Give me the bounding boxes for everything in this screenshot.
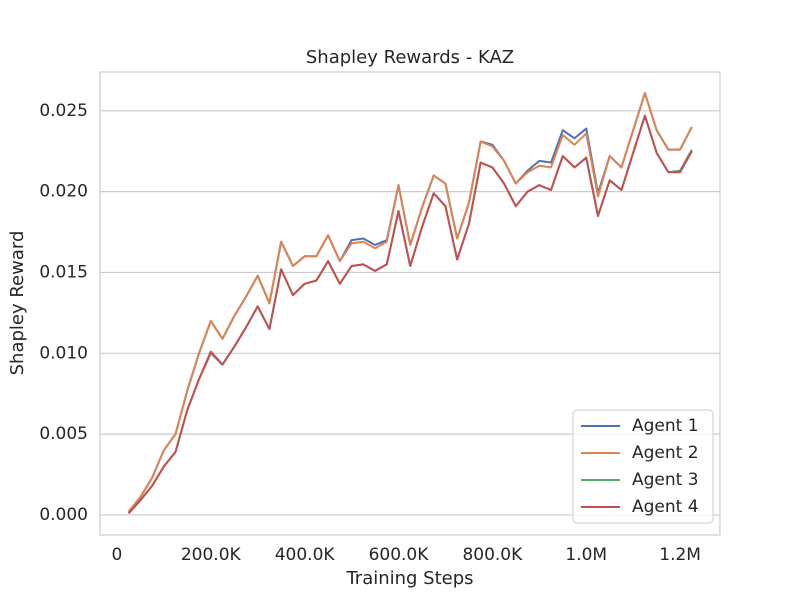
y-tick-label: 0.010 bbox=[39, 343, 88, 363]
legend-label: Agent 4 bbox=[632, 497, 699, 517]
y-tick-label: 0.000 bbox=[39, 505, 88, 525]
y-tick-label: 0.005 bbox=[39, 424, 88, 444]
x-tick-label: 200.0K bbox=[181, 545, 242, 565]
y-axis-label: Shapley Reward bbox=[7, 231, 28, 376]
legend-label: Agent 3 bbox=[632, 470, 699, 490]
legend-label: Agent 2 bbox=[632, 443, 699, 463]
x-tick-label: 800.0K bbox=[462, 545, 523, 565]
series-line bbox=[127, 114, 693, 515]
x-tick-label: 1.0M bbox=[565, 545, 607, 565]
x-tick-label: 400.0K bbox=[275, 545, 336, 565]
x-axis-label: Training Steps bbox=[345, 568, 473, 589]
legend-label: Agent 1 bbox=[632, 416, 699, 436]
x-tick-label: 600.0K bbox=[369, 545, 430, 565]
y-tick-label: 0.025 bbox=[39, 101, 88, 121]
y-tick-label: 0.020 bbox=[39, 182, 88, 202]
y-tick-label: 0.015 bbox=[39, 262, 88, 282]
x-tick-label: 1.2M bbox=[659, 545, 701, 565]
chart-title: Shapley Rewards - KAZ bbox=[306, 47, 514, 68]
series-line bbox=[127, 92, 693, 513]
x-tick-label: 0 bbox=[111, 545, 122, 565]
legend-box bbox=[572, 409, 714, 524]
